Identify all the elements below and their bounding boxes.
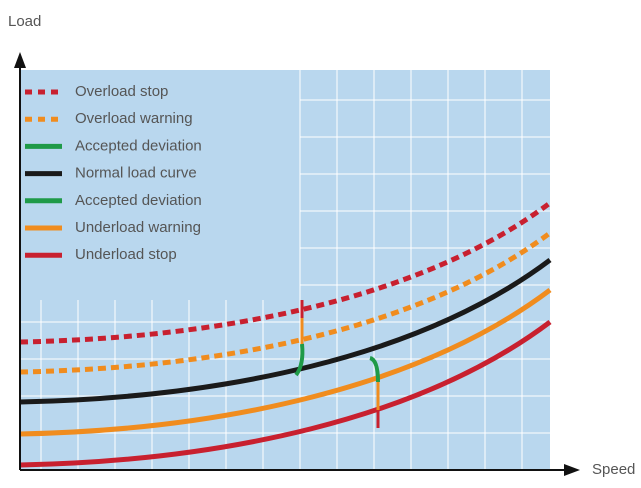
- x-arrow: [564, 464, 580, 476]
- legend-label: Accepted deviation: [75, 137, 202, 154]
- y-label: Load: [8, 13, 41, 30]
- x-label: Speed: [592, 461, 635, 478]
- underload-stop-curve: [19, 320, 552, 468]
- grid: [20, 70, 550, 470]
- legend-label: Overload warning: [75, 110, 193, 127]
- legend-label: Underload warning: [75, 219, 201, 236]
- overload-stop-curve: [19, 200, 552, 345]
- normal-load-curve: [19, 258, 552, 405]
- deviation-marker: [369, 356, 380, 383]
- y-arrow: [14, 52, 26, 68]
- overload-warning-curve: [19, 230, 552, 375]
- legend-label: Underload stop: [75, 246, 177, 263]
- legend: Overload stop Overload warning Accepted de…: [25, 83, 202, 263]
- deviation-marker: [294, 343, 305, 377]
- curves: [19, 200, 552, 468]
- plot-area: [20, 70, 550, 470]
- legend-label: Normal load curve: [75, 165, 197, 182]
- legend-label: Overload stop: [75, 83, 168, 100]
- underload-warning-curve: [19, 288, 552, 437]
- legend-label: Accepted deviation: [75, 192, 202, 209]
